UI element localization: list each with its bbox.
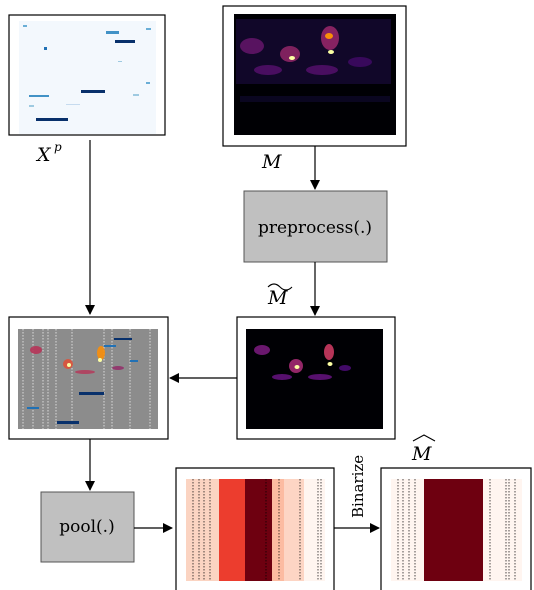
xp-panel [8, 14, 166, 136]
pool-box: pool(.) [40, 491, 135, 563]
m-tilde-panel [236, 316, 396, 440]
xp-pianoroll-image [19, 21, 156, 134]
pooled-panel [175, 467, 335, 590]
m-tilde-energy [254, 344, 351, 380]
m-hat-letter: M [411, 443, 432, 465]
m-label: M [261, 151, 282, 173]
pool-label: pool(.) [59, 517, 114, 537]
pooled-frame-lines [192, 479, 322, 581]
binarized-mask-image [391, 479, 522, 581]
overlay-panel [8, 316, 169, 440]
m-tilde-label: M [267, 283, 293, 309]
m-tilde-letter: M [267, 287, 288, 309]
xp-label-superscript: p [54, 140, 62, 154]
m-hat-label: M [411, 434, 436, 465]
overlay-image [18, 329, 158, 429]
xp-label: X p [35, 140, 62, 166]
xp-label-base: X [35, 144, 52, 166]
xp-notes [23, 25, 151, 121]
binarized-panel [380, 467, 532, 590]
preprocess-label: preprocess(.) [258, 218, 372, 238]
overlay-notes [27, 338, 138, 424]
binarized-frame-lines [397, 479, 516, 581]
pooled-activation-image [186, 479, 325, 581]
preprocess-box: preprocess(.) [243, 190, 388, 263]
tilde-accent [267, 283, 293, 291]
binarize-label: Binarize [349, 455, 367, 518]
m-spectrogram-energy [236, 19, 391, 102]
m-panel [222, 5, 407, 147]
hat-accent [412, 434, 436, 442]
